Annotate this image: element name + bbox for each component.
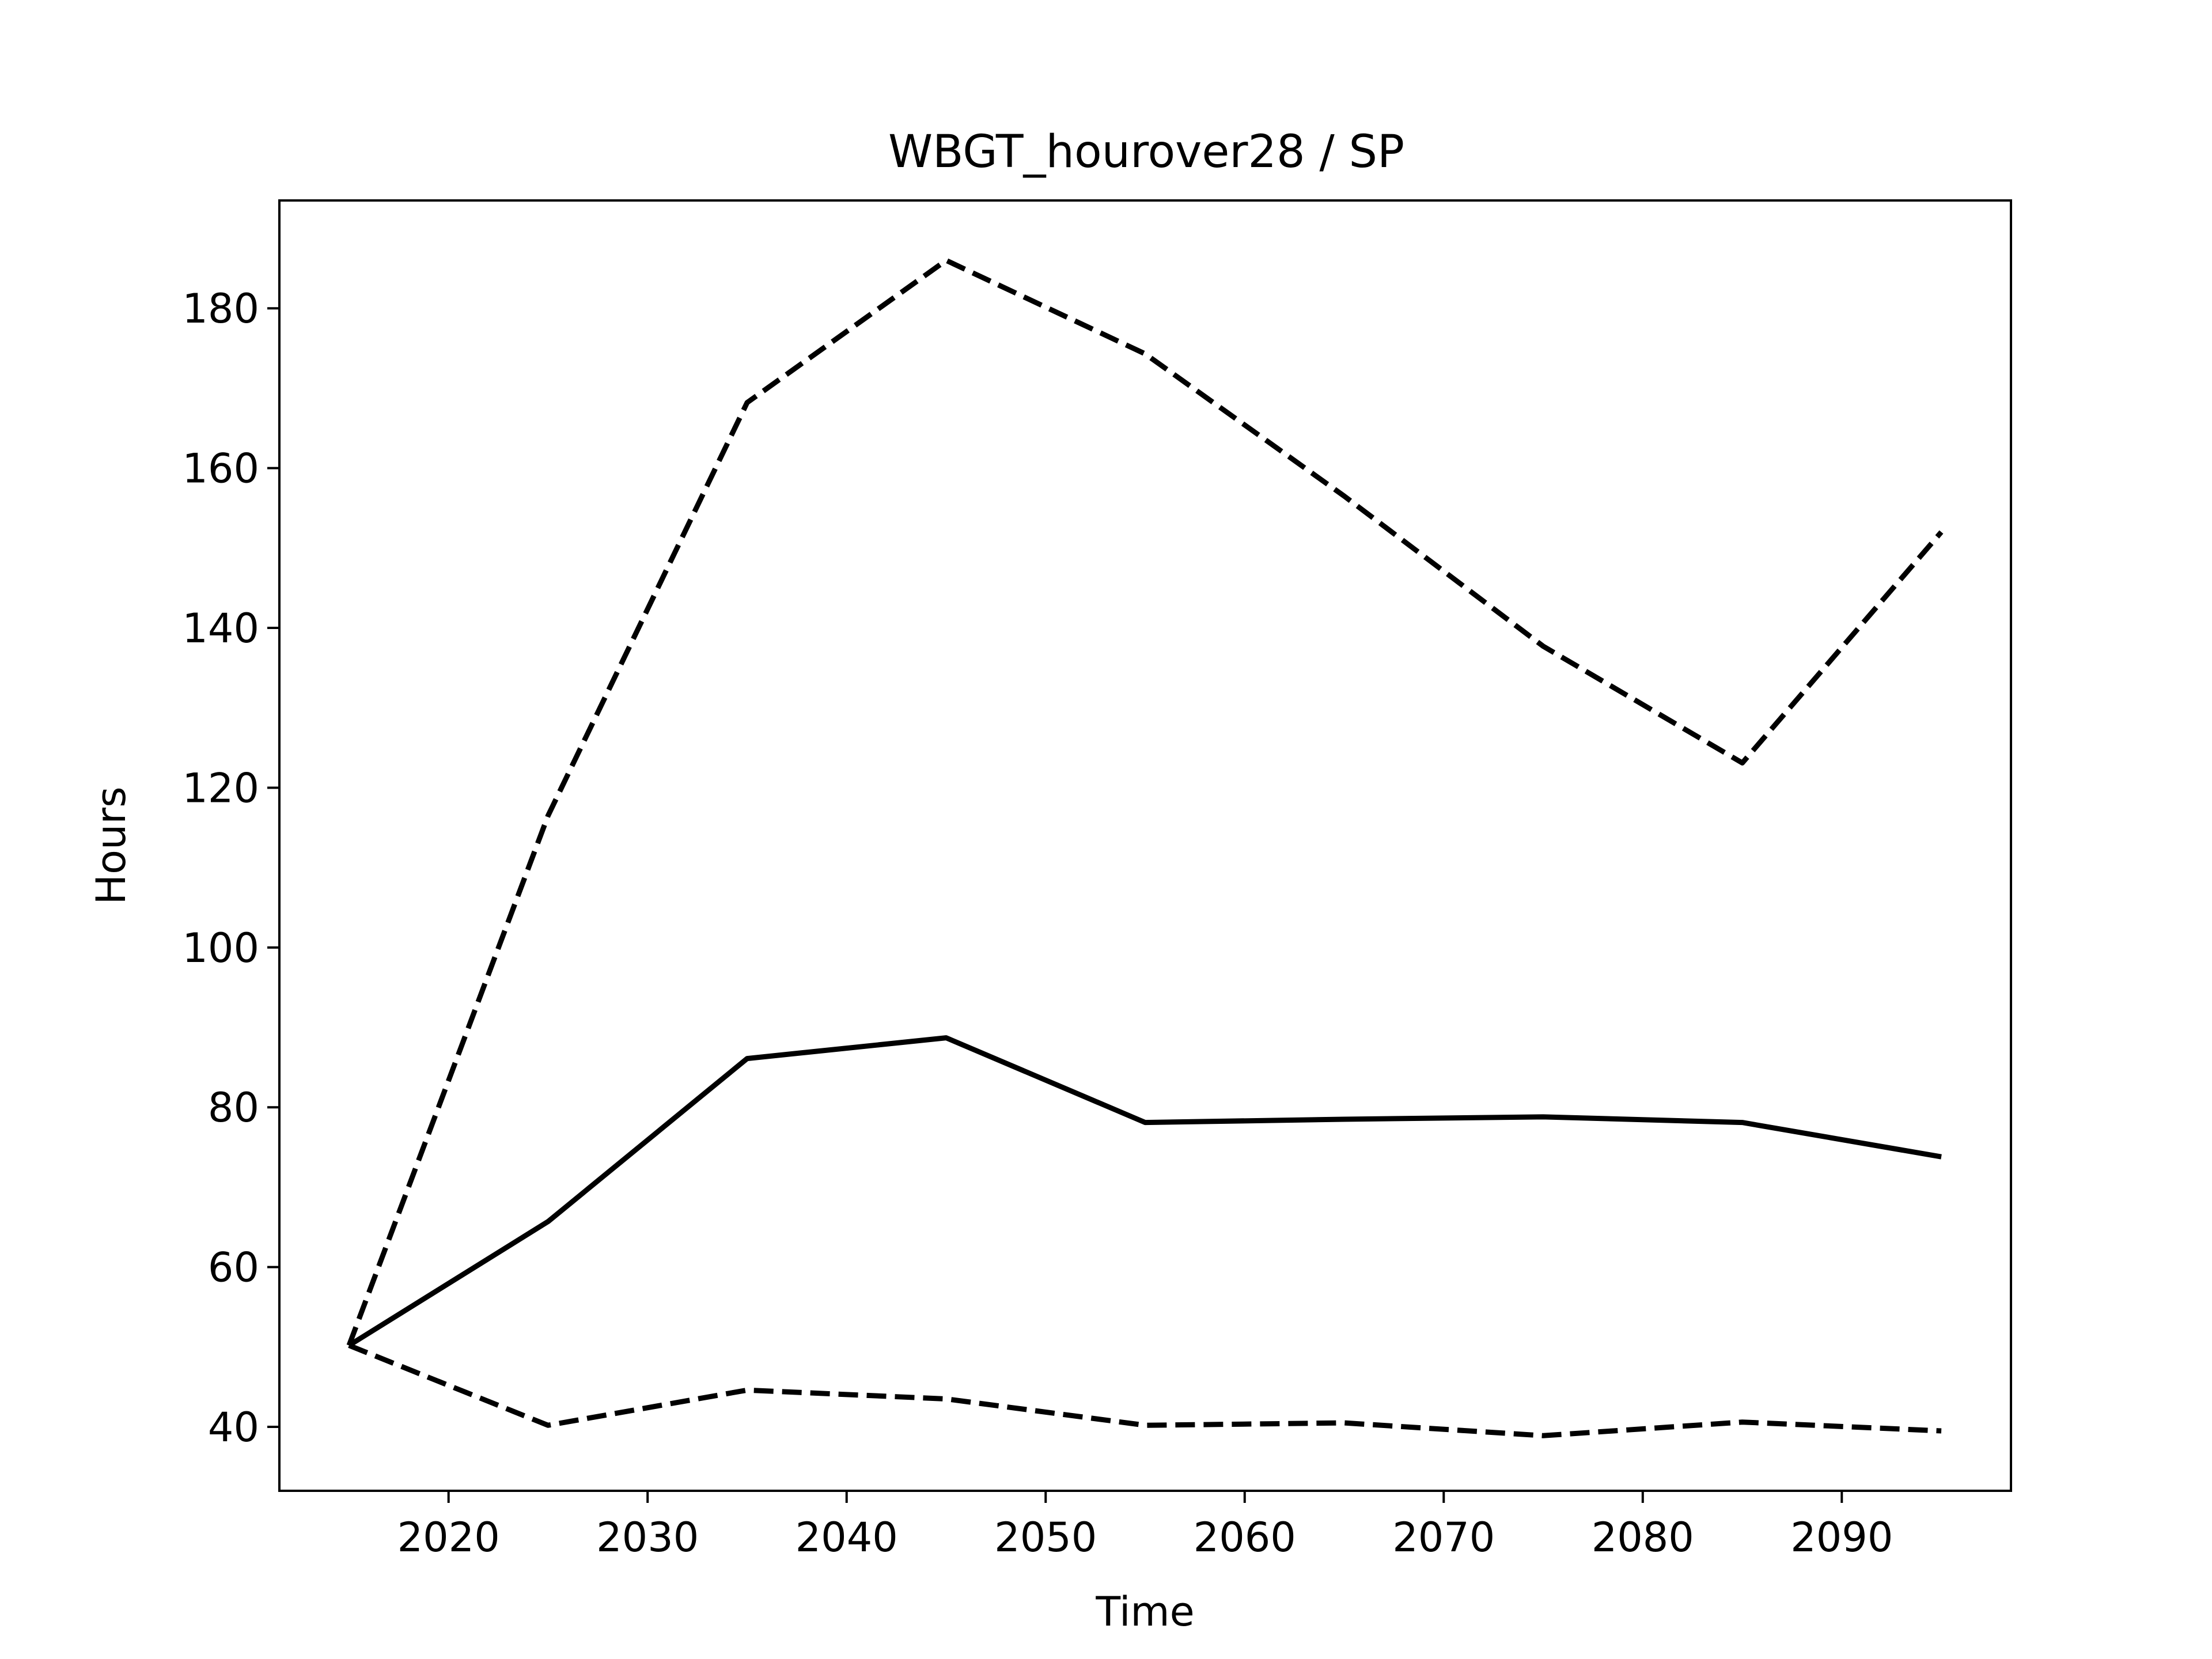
- x-tick-label: 2030: [596, 1514, 699, 1561]
- x-axis-label: Time: [1095, 1588, 1194, 1635]
- series-line-1: [346, 257, 1944, 1347]
- y-tick-label: 160: [182, 445, 259, 493]
- y-tick-label: 80: [208, 1084, 259, 1131]
- series-layer: [346, 257, 1944, 1438]
- x-tick-label: 2070: [1392, 1514, 1495, 1561]
- x-tick-label: 2080: [1592, 1514, 1694, 1561]
- y-tick-label: 180: [182, 285, 259, 332]
- y-tick-label: 100: [182, 925, 259, 972]
- plot-frame: [278, 199, 2012, 1492]
- x-tick-label: 2040: [796, 1514, 898, 1561]
- x-axis-ticks: 2020 2030 2040 2050 2060 2070 2080 2090: [397, 1491, 1893, 1561]
- y-tick-label: 140: [182, 605, 259, 652]
- x-tick-label: 2020: [397, 1514, 500, 1561]
- y-tick-label: 60: [208, 1244, 259, 1291]
- y-axis-ticks: 40 60 80 100 120 140 160 180: [182, 285, 279, 1451]
- series-line-2: [347, 1035, 1942, 1348]
- x-tick-label: 2090: [1790, 1514, 1893, 1561]
- y-tick-label: 40: [208, 1404, 259, 1451]
- y-axis-label: Hours: [88, 786, 135, 904]
- x-tick-label: 2050: [994, 1514, 1097, 1561]
- y-tick-label: 120: [182, 764, 259, 812]
- chart-title: WBGT_hourover28 / SP: [888, 126, 1404, 178]
- x-tick-label: 2060: [1194, 1514, 1296, 1561]
